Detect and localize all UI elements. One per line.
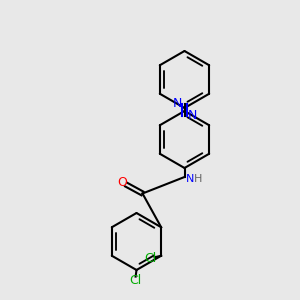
Text: N: N <box>185 173 194 184</box>
Text: N: N <box>187 109 197 122</box>
Text: Cl: Cl <box>145 252 157 265</box>
Text: N: N <box>172 97 182 110</box>
Text: Cl: Cl <box>129 274 141 287</box>
Text: O: O <box>118 176 127 190</box>
Text: H: H <box>194 174 202 184</box>
